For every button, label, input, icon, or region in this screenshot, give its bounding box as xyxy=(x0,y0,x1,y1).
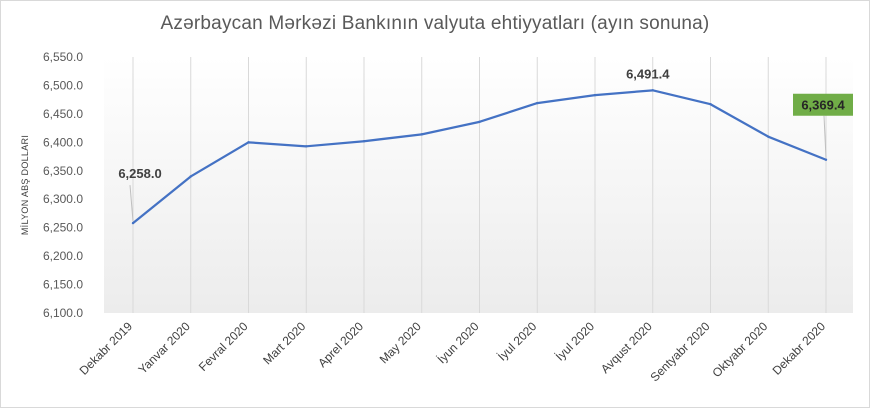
y-tick-label: 6,350.0 xyxy=(43,164,83,178)
y-tick-label: 6,250.0 xyxy=(43,221,83,235)
data-point xyxy=(767,135,770,138)
y-tick-label: 6,500.0 xyxy=(43,78,83,92)
y-tick-label: 6,550.0 xyxy=(43,50,83,64)
x-tick-label: İyun 2020 xyxy=(434,319,481,366)
y-tick-label: 6,100.0 xyxy=(43,306,83,320)
data-labels: 6,258.0 6,491.4 6,369.4 xyxy=(118,66,853,222)
data-point xyxy=(536,101,539,105)
plot-area xyxy=(104,57,853,313)
data-point xyxy=(131,221,135,225)
y-tick-label: 6,150.0 xyxy=(43,278,83,292)
data-point xyxy=(362,139,366,143)
data-point xyxy=(593,93,597,97)
series-group xyxy=(131,89,828,225)
data-point xyxy=(247,141,250,144)
data-point xyxy=(305,145,308,148)
x-tick-label: Oktyabr 2020 xyxy=(710,319,771,380)
data-point xyxy=(824,158,828,161)
data-point xyxy=(189,175,192,178)
x-tick-label: Dekabr 2020 xyxy=(770,319,829,378)
y-axis-label: MİLYON ABŞ DOLLARI xyxy=(20,135,30,235)
x-tick-label: May 2020 xyxy=(377,319,424,366)
x-axis-ticks: Dekabr 2019 Yanvar 2020 Fevral 2020 Mart 20… xyxy=(77,319,829,384)
leader-line xyxy=(823,115,827,158)
data-point xyxy=(478,120,481,124)
x-tick-label: Sentyabr 2020 xyxy=(648,319,713,384)
x-tick-label: İyul 2020 xyxy=(495,319,540,364)
x-tick-label: Aprel 2020 xyxy=(315,319,366,370)
leader-line xyxy=(129,185,134,222)
y-tick-label: 6,450.0 xyxy=(43,107,83,121)
chart-title: Azərbaycan Mərkəzi Bankının valyuta ehti… xyxy=(160,13,710,34)
x-tick-label: Avqust 2020 xyxy=(598,319,655,376)
data-label: 6,258.0 xyxy=(118,166,161,181)
y-tick-label: 6,200.0 xyxy=(43,249,83,263)
data-point xyxy=(651,89,654,92)
x-tick-label: Mart 2020 xyxy=(260,319,308,367)
data-point xyxy=(420,133,423,136)
y-tick-label: 6,400.0 xyxy=(43,135,83,149)
y-axis-ticks: 6,100.0 6,150.0 6,200.0 6,250.0 6,300.0 6,350… xyxy=(43,50,83,320)
data-label: 6,369.4 xyxy=(801,98,845,113)
x-tick-label: Dekabr 2019 xyxy=(77,319,136,378)
data-point xyxy=(709,103,712,106)
data-label-highlight xyxy=(793,93,853,116)
x-tick-label: İyul 2020 xyxy=(553,319,598,364)
x-tick-label: Yanvar 2020 xyxy=(135,319,193,377)
data-label: 6,491.4 xyxy=(626,66,670,81)
y-tick-label: 6,300.0 xyxy=(43,192,83,206)
x-tick-label: Fevral 2020 xyxy=(196,319,251,374)
